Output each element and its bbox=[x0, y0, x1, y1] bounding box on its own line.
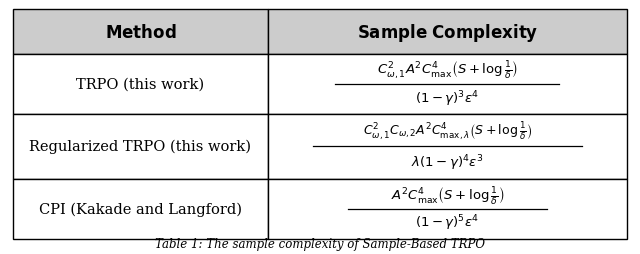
Text: $\bf{Method}$: $\bf{Method}$ bbox=[104, 23, 176, 41]
Polygon shape bbox=[13, 10, 268, 55]
Text: $(1-\gamma)^3\epsilon^4$: $(1-\gamma)^3\epsilon^4$ bbox=[415, 89, 479, 108]
Text: CPI (Kakade and Langford): CPI (Kakade and Langford) bbox=[39, 202, 242, 216]
Text: Table 1: The sample complexity of Sample-Based TRPO: Table 1: The sample complexity of Sample… bbox=[155, 237, 485, 250]
Text: Regularized TRPO (this work): Regularized TRPO (this work) bbox=[29, 139, 252, 154]
Text: $\bf{Sample\ Complexity}$: $\bf{Sample\ Complexity}$ bbox=[356, 21, 538, 43]
Text: TRPO (this work): TRPO (this work) bbox=[76, 77, 204, 91]
Polygon shape bbox=[268, 114, 627, 179]
Polygon shape bbox=[268, 10, 627, 55]
Text: $(1-\gamma)^5\epsilon^4$: $(1-\gamma)^5\epsilon^4$ bbox=[415, 213, 479, 232]
Polygon shape bbox=[268, 55, 627, 114]
Polygon shape bbox=[13, 114, 268, 179]
Text: $A^2C^4_{\mathrm{max}}\left(S+\log\frac{1}{\delta}\right)$: $A^2C^4_{\mathrm{max}}\left(S+\log\frac{… bbox=[390, 184, 504, 206]
Text: $C^2_{\omega,1}A^2C^4_{\mathrm{max}}\left(S+\log\frac{1}{\delta}\right)$: $C^2_{\omega,1}A^2C^4_{\mathrm{max}}\lef… bbox=[377, 59, 518, 81]
Text: $C^2_{\omega,1}C_{\omega,2}A^2C^4_{\mathrm{max},\lambda}\left(S+\log\frac{1}{\de: $C^2_{\omega,1}C_{\omega,2}A^2C^4_{\math… bbox=[363, 120, 532, 142]
Text: $\lambda(1-\gamma)^4\epsilon^3$: $\lambda(1-\gamma)^4\epsilon^3$ bbox=[412, 153, 484, 172]
Polygon shape bbox=[13, 179, 268, 239]
Polygon shape bbox=[268, 179, 627, 239]
Polygon shape bbox=[13, 55, 268, 114]
